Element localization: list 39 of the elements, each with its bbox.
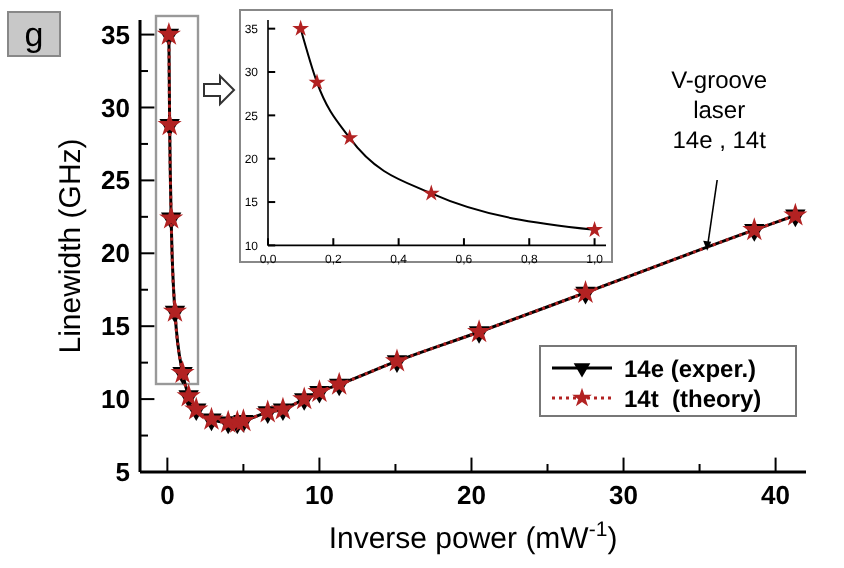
point (156, 21, 181, 45)
y-tick-label: 35 (101, 19, 130, 50)
legend-label: 14t (theory) (624, 385, 762, 413)
point (742, 217, 767, 241)
point (307, 379, 332, 403)
y-tick-label: 10 (101, 384, 130, 415)
chart-title: g (24, 16, 44, 54)
y-tick-label: 15 (101, 311, 130, 342)
annotation: V-groove laser 14e , 14t (671, 66, 768, 154)
point (308, 73, 326, 90)
point (170, 360, 195, 384)
point (292, 19, 310, 36)
point (327, 371, 352, 395)
point (184, 396, 209, 420)
y-tick-label: 30 (101, 92, 130, 123)
point (292, 386, 317, 410)
point (586, 220, 603, 237)
y-axis-title: Linewidth (GHz) (54, 138, 88, 354)
x-tick-label: 20 (457, 480, 486, 510)
point (159, 205, 184, 229)
point (341, 129, 359, 146)
point (157, 112, 182, 136)
x-tick-label: 40 (761, 480, 791, 510)
point (384, 348, 410, 372)
point (270, 396, 295, 420)
x-tick-label: 30 (609, 480, 638, 510)
legend-label: 14e (exper.) (624, 355, 757, 383)
point (176, 383, 201, 407)
y-tick-label: 25 (101, 165, 130, 196)
point (422, 184, 440, 201)
point (783, 202, 808, 226)
x-tick-label: 0 (160, 480, 175, 510)
point (162, 298, 188, 322)
x-axis-title: Inverse power (mW$^{-1}$) (328, 518, 618, 556)
point (467, 319, 492, 343)
point (573, 280, 598, 303)
y-tick-label: 5 (115, 457, 130, 488)
point (255, 399, 280, 423)
x-tick-label: 10 (304, 480, 334, 510)
